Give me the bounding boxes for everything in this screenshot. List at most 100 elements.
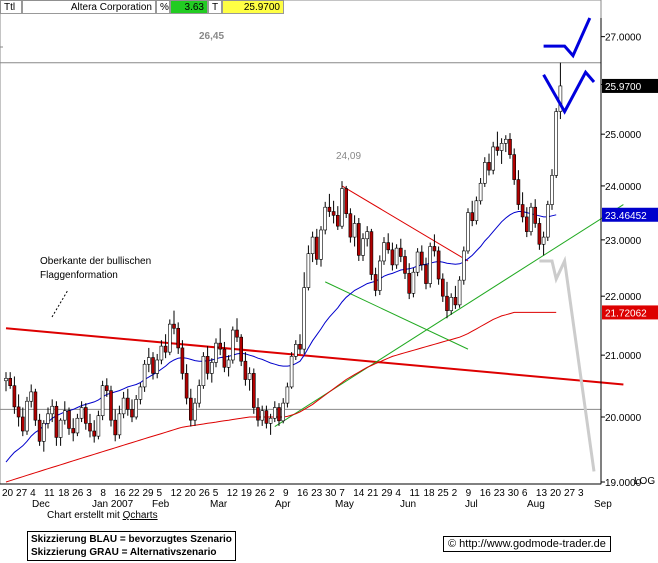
x-day-label: 3 — [578, 488, 584, 499]
candle — [155, 353, 159, 379]
high-label: 26,45 — [199, 31, 224, 42]
candle-body — [71, 428, 75, 434]
x-day-label: 23 — [311, 488, 323, 499]
website-url[interactable]: © http://www.godmode-trader.de — [443, 536, 611, 552]
candle-body — [520, 204, 525, 218]
candle-body — [37, 419, 42, 442]
candle-body — [491, 146, 496, 171]
candle-body — [419, 251, 424, 266]
candle-body — [306, 253, 311, 288]
candle — [545, 200, 550, 241]
x-day-label: 16 — [480, 488, 492, 499]
x-day-label: 26 — [255, 488, 267, 499]
candle — [411, 267, 416, 298]
candle — [533, 199, 538, 228]
candle-body — [516, 179, 521, 205]
x-day-label: 7 — [339, 488, 345, 499]
candle — [210, 358, 214, 383]
candle-body — [289, 356, 294, 388]
candle — [285, 382, 290, 408]
candle — [105, 378, 109, 397]
candle — [75, 413, 80, 437]
candle — [62, 401, 67, 425]
x-day-label: 5 — [157, 488, 163, 499]
scenario-legend: Skizzierung BLAU = bevorzugtes Szenario … — [27, 531, 236, 561]
price-tag-bg — [602, 78, 658, 93]
horizontal-lines — [0, 62, 601, 410]
x-day-label: 20 — [185, 488, 197, 499]
candle-body — [109, 390, 113, 421]
candle — [121, 391, 126, 419]
candle-body — [499, 143, 504, 151]
candle — [541, 231, 546, 256]
flag-note-line2: Flaggenformation — [40, 270, 118, 281]
x-month-label: Jun — [400, 499, 416, 510]
candle-body — [231, 329, 235, 361]
candle — [478, 178, 483, 205]
candle — [520, 192, 525, 223]
candle — [235, 318, 239, 342]
candle-body — [130, 409, 134, 418]
candle — [247, 367, 252, 391]
candle-body — [117, 413, 122, 436]
candle — [117, 405, 122, 439]
candle-body — [260, 410, 265, 421]
candle-body — [88, 423, 92, 432]
price-tag-label: 23.46452 — [605, 211, 647, 222]
candle — [163, 334, 168, 359]
candle-body — [436, 250, 441, 280]
candle-body — [272, 407, 277, 419]
candle-body — [142, 363, 147, 388]
annotations: 26,45 24,09 Oberkante der bullischen Fla… — [40, 31, 361, 318]
x-day-label: 25 — [438, 488, 450, 499]
x-day-label: 16 — [297, 488, 309, 499]
x-day-label: 20 — [550, 488, 562, 499]
candle-body — [457, 279, 462, 306]
candle-body — [235, 329, 239, 338]
x-day-label: 18 — [424, 488, 436, 499]
candle — [327, 193, 332, 217]
candle-body — [407, 273, 412, 294]
candle-body — [331, 211, 336, 216]
candle — [445, 281, 449, 319]
candle-body — [365, 231, 370, 240]
flag-note-line1: Oberkante der bullischen — [40, 256, 151, 267]
candle — [189, 388, 193, 427]
candle — [453, 285, 458, 309]
x-day-label: 29 — [143, 488, 155, 499]
candle-body — [344, 188, 349, 214]
moving-average-red — [5, 311, 557, 483]
candle-body — [100, 385, 105, 417]
candles — [4, 62, 563, 452]
price-tag-label: 25.9700 — [605, 82, 642, 93]
candle — [335, 206, 340, 230]
x-day-label: 16 — [114, 488, 126, 499]
candle-body — [390, 249, 395, 266]
candle-body — [537, 223, 542, 245]
candle — [193, 398, 197, 426]
candle — [524, 207, 529, 238]
y-tick-label: 27.0000 — [605, 33, 642, 44]
candle-body — [554, 111, 559, 176]
candle — [554, 108, 559, 179]
candle — [440, 273, 445, 302]
candle-body — [319, 229, 323, 260]
candle — [50, 399, 55, 423]
candle-body — [79, 407, 84, 419]
qcharts-link[interactable]: Qcharts — [122, 510, 158, 521]
candle — [495, 131, 500, 156]
x-day-label: 26 — [72, 488, 84, 499]
candle-body — [541, 236, 546, 245]
candle — [37, 413, 42, 446]
candle-body — [415, 251, 420, 273]
x-day-label: 9 — [283, 488, 289, 499]
candle — [180, 340, 185, 380]
candle-body — [243, 360, 248, 380]
candle — [71, 418, 75, 442]
candle-body — [373, 274, 378, 291]
candle — [508, 133, 512, 159]
moving-averages — [5, 211, 557, 483]
x-day-label: 12 — [171, 488, 183, 499]
candle — [474, 196, 479, 225]
candle — [428, 242, 433, 288]
